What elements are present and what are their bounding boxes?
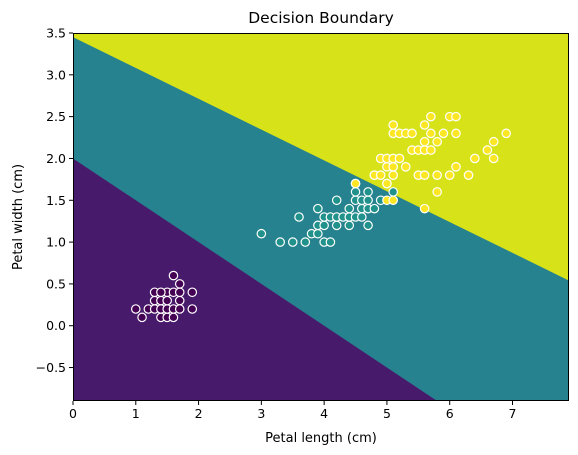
y-axis-ticks: −0.5 0.0 0.5 1.0 1.5 2.0 2.5 3.0 3.5 — [36, 26, 73, 375]
data-point-class-2 — [438, 128, 449, 139]
y-tick-label: 1.0 — [46, 235, 66, 250]
x-tick-label: 2 — [195, 406, 203, 421]
data-point-class-1 — [287, 237, 298, 247]
data-point-class-1 — [331, 195, 342, 206]
region-class-2 — [73, 33, 569, 281]
data-point-class-0 — [137, 312, 147, 323]
data-point-class-2 — [419, 170, 430, 180]
data-point-class-2 — [488, 136, 499, 147]
data-point-class-2 — [444, 170, 455, 180]
data-point-class-0 — [187, 287, 198, 298]
x-tick-label: 7 — [509, 406, 517, 421]
data-point-class-1 — [350, 187, 361, 197]
data-point-class-2 — [451, 128, 461, 139]
data-point-class-2 — [463, 170, 474, 180]
data-point-class-1 — [313, 228, 323, 239]
data-point-class-2 — [451, 111, 461, 122]
data-point-class-2 — [350, 178, 361, 189]
x-tick-label: 1 — [132, 406, 140, 421]
x-tick-label: 5 — [383, 406, 391, 421]
data-point-class-2 — [388, 170, 398, 180]
data-point-class-2 — [470, 153, 480, 164]
data-point-class-2 — [382, 178, 392, 189]
data-point-class-1 — [344, 220, 355, 231]
y-tick-label: 3.5 — [46, 26, 66, 41]
data-point-class-0 — [174, 304, 185, 314]
data-point-class-2 — [488, 153, 499, 164]
data-point-class-2 — [451, 162, 461, 172]
y-tick-label: 2.0 — [46, 151, 66, 166]
data-point-class-0 — [168, 270, 179, 281]
data-point-class-1 — [319, 220, 329, 231]
data-point-class-2 — [482, 145, 493, 155]
data-point-class-2 — [407, 128, 417, 139]
data-point-class-0 — [162, 295, 172, 306]
data-point-class-1 — [313, 203, 323, 214]
data-point-class-2 — [432, 136, 442, 147]
y-tick-label: −0.5 — [36, 360, 66, 375]
data-point-class-0 — [174, 295, 185, 306]
data-point-class-2 — [394, 153, 405, 164]
data-point-class-1 — [256, 228, 267, 239]
plot-frame — [73, 33, 569, 401]
data-point-class-2 — [426, 128, 436, 139]
data-point-class-1 — [344, 203, 355, 214]
y-tick-label: 1.5 — [46, 193, 66, 208]
data-point-class-1 — [300, 237, 311, 247]
y-axis-label: Petal width (cm) — [11, 164, 26, 270]
x-axis-ticks: 0 1 2 3 4 5 6 7 — [69, 401, 516, 421]
data-point-class-2 — [501, 128, 512, 139]
data-point-class-0 — [168, 312, 179, 323]
data-point-class-1 — [363, 220, 373, 231]
data-point-class-2 — [419, 203, 430, 214]
x-tick-label: 0 — [69, 406, 77, 421]
data-point-class-2 — [426, 111, 436, 122]
data-point-class-2 — [400, 162, 411, 172]
data-point-class-2 — [432, 170, 442, 180]
data-point-class-1 — [275, 237, 285, 247]
data-point-class-1 — [325, 237, 336, 247]
data-point-class-0 — [187, 304, 198, 314]
data-point-class-2 — [388, 195, 398, 206]
data-point-class-0 — [156, 287, 166, 298]
data-point-class-0 — [174, 287, 185, 298]
data-point-class-2 — [388, 162, 398, 172]
data-point-class-1 — [331, 220, 342, 231]
x-tick-label: 4 — [320, 406, 328, 421]
y-tick-label: 0.0 — [46, 318, 66, 333]
data-point-class-2 — [419, 136, 430, 147]
data-point-class-1 — [363, 187, 373, 197]
data-point-class-2 — [426, 145, 436, 155]
data-point-class-2 — [375, 170, 386, 180]
y-tick-label: 0.5 — [46, 276, 66, 291]
data-point-class-1 — [294, 212, 304, 222]
x-tick-label: 6 — [446, 406, 454, 421]
data-point-class-2 — [432, 187, 442, 197]
data-point-class-0 — [174, 279, 185, 289]
data-point-class-1 — [363, 195, 373, 206]
data-point-class-0 — [130, 304, 141, 314]
data-point-class-2 — [388, 120, 398, 130]
scatter-points — [130, 111, 512, 323]
chart-title: Decision Boundary — [248, 9, 394, 27]
data-point-class-2 — [419, 120, 430, 130]
x-axis-label: Petal length (cm) — [265, 431, 377, 446]
data-point-class-1 — [357, 212, 367, 222]
data-point-class-1 — [388, 187, 398, 197]
data-point-class-1 — [369, 203, 380, 214]
x-tick-label: 3 — [257, 406, 265, 421]
y-tick-label: 2.5 — [46, 109, 66, 124]
y-tick-label: 3.0 — [46, 67, 66, 82]
